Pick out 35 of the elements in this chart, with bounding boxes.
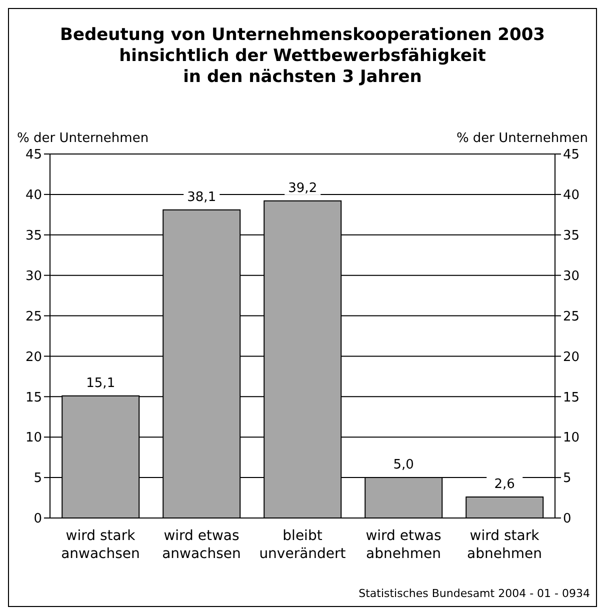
- y-tick-label: 25: [25, 309, 42, 324]
- bar: [466, 496, 544, 518]
- y2-tick-label: 20: [563, 350, 580, 365]
- x-tick-label: wird stark anwachsen: [61, 528, 140, 562]
- y-tick-label: 40: [25, 188, 42, 204]
- y-tick-label: 30: [25, 268, 42, 284]
- text: Statistisches Bundesamt 2004 - 01 - 0934: [358, 587, 590, 600]
- y-tick-label: 10: [25, 430, 42, 446]
- y2-tick-label: 30: [563, 268, 580, 284]
- x-tick-label: wird etwas abnehmen: [366, 528, 442, 562]
- y-tick-label: 0: [34, 512, 42, 527]
- y2-tick-label: 35: [563, 228, 580, 244]
- data-label: 2,6: [494, 476, 515, 492]
- x-tick-label: wird etwas anwachsen: [162, 528, 241, 562]
- data-label: 39,2: [288, 180, 318, 196]
- y2-tick-label: 5: [563, 471, 572, 486]
- data-label: 5,0: [393, 458, 414, 473]
- y2-tick-label: 0: [563, 512, 572, 527]
- y2-axis-title: % der Unternehmen: [456, 131, 588, 146]
- x-tick-label: wird stark abnehmen: [467, 528, 542, 562]
- data-label: 38,1: [187, 190, 216, 205]
- y2-tick-label: 10: [563, 430, 580, 446]
- y-tick-label: 35: [25, 228, 42, 244]
- y-tick-label: 45: [25, 148, 42, 163]
- chart-title: Bedeutung von Unternehmenskooperationen 2003 hinsichtlich der Wettbewerbsfähigkeit in den nächsten 3 Jahren: [59, 25, 546, 88]
- data-label: 15,1: [86, 376, 116, 391]
- y2-tick-label: 15: [563, 390, 580, 406]
- y-tick-label: 5: [34, 471, 42, 486]
- x-tick-label: bleibt unverändert: [259, 528, 346, 562]
- y-tick-label: 15: [25, 390, 42, 406]
- y2-tick-label: 25: [563, 309, 580, 324]
- y-tick-label: 20: [25, 350, 42, 365]
- y2-tick-label: 40: [563, 188, 580, 204]
- y-axis-title: % der Unternehmen: [17, 131, 149, 146]
- y2-tick-label: 45: [563, 148, 580, 163]
